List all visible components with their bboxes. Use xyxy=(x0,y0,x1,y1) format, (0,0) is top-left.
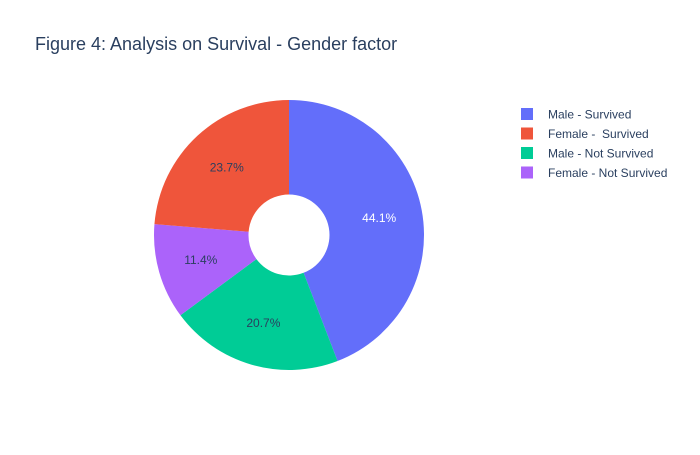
legend-item-female-survived[interactable]: Female - Survived xyxy=(521,127,649,141)
pie-slice-male-survived[interactable] xyxy=(289,100,424,361)
pie-slice-label-male-not-survived: 20.7% xyxy=(246,316,280,330)
pie-slice-label-male-survived: 44.1% xyxy=(362,211,396,225)
chart-title: Figure 4: Analysis on Survival - Gender … xyxy=(35,34,397,54)
legend-item-male-survived[interactable]: Male - Survived xyxy=(521,108,631,122)
legend-label: Male - Survived xyxy=(548,108,631,122)
legend-swatch xyxy=(521,127,533,140)
pie-slice-label-female-not-survived: 11.4% xyxy=(184,253,217,267)
legend-label: Male - Not Survived xyxy=(548,147,653,161)
pie-slice-female-not-survived[interactable] xyxy=(154,224,257,316)
pie-slice-male-not-survived[interactable] xyxy=(180,259,338,370)
legend-item-male-not-survived[interactable]: Male - Not Survived xyxy=(521,147,653,161)
pie-slice-female-survived[interactable] xyxy=(154,100,289,232)
pie-slice-label-female-survived: 23.7% xyxy=(210,161,244,175)
pie-slices xyxy=(154,100,424,370)
legend-item-female-not-survived[interactable]: Female - Not Survived xyxy=(521,166,667,180)
legend-swatch xyxy=(521,108,533,120)
legend-label: Female - Not Survived xyxy=(548,166,667,180)
legend-swatch xyxy=(521,166,533,179)
legend-label: Female - Survived xyxy=(548,127,649,141)
pie-slice-labels: 44.1% 20.7% 11.4% 23.7% xyxy=(184,161,396,331)
legend-swatch xyxy=(521,147,533,159)
legend: Male - Survived Female - Survived Male - N… xyxy=(521,108,667,180)
